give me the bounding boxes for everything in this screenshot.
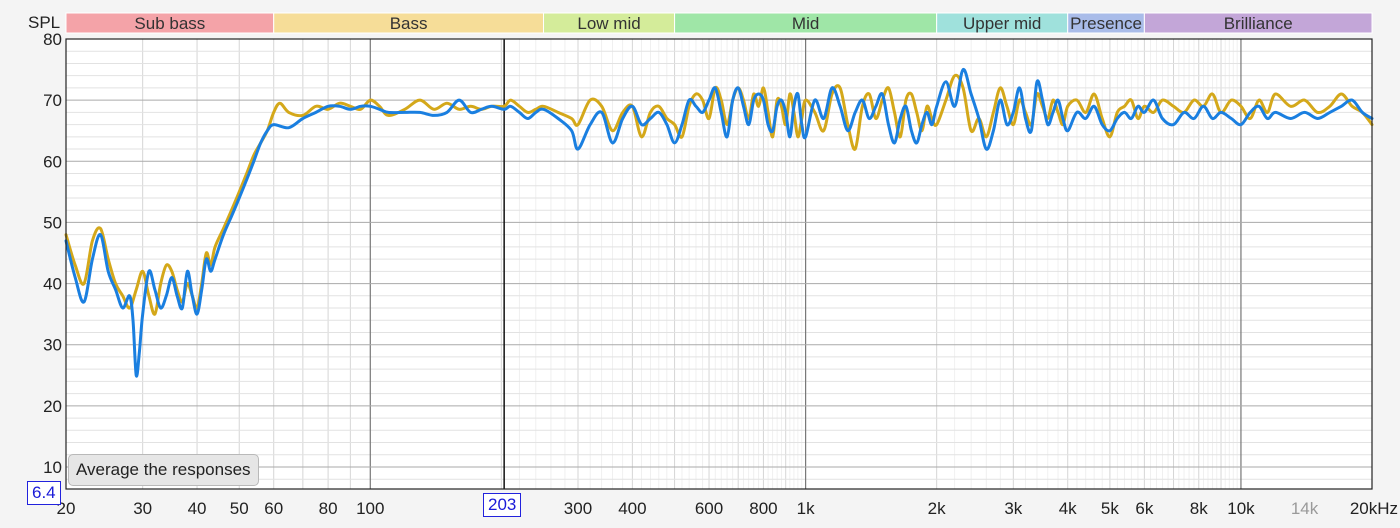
y-axis-label: SPL bbox=[28, 13, 60, 32]
y-tick-20: 20 bbox=[43, 397, 62, 416]
plot-background bbox=[66, 39, 1372, 489]
x-tick-5000: 5k bbox=[1101, 499, 1119, 518]
x-tick-1000: 1k bbox=[797, 499, 815, 518]
y-tick-80: 80 bbox=[43, 30, 62, 49]
y-axis-ticks: 10 20 30 40 50 60 70 80 bbox=[43, 30, 62, 477]
y-tick-10: 10 bbox=[43, 458, 62, 477]
x-tick-400: 400 bbox=[618, 499, 646, 518]
x-tick-8000: 8k bbox=[1190, 499, 1208, 518]
x-tick-60: 60 bbox=[264, 499, 283, 518]
band-label-4: Upper mid bbox=[963, 14, 1041, 33]
x-axis-ticks: 20 30 40 50 60 80 100 300 400 600 800 1k 2k 3k 4k 5k 6k 8… bbox=[57, 499, 1398, 518]
x-tick-10000: 10k bbox=[1227, 499, 1255, 518]
x-tick-14000: 14k bbox=[1291, 499, 1319, 518]
x-tick-6000: 6k bbox=[1135, 499, 1153, 518]
band-label-2: Low mid bbox=[577, 14, 640, 33]
series-lines bbox=[64, 68, 1374, 378]
y-tick-70: 70 bbox=[43, 91, 62, 110]
band-6 bbox=[1143, 12, 1373, 34]
x-tick-100: 100 bbox=[356, 499, 384, 518]
x-tick-4000: 4k bbox=[1059, 499, 1077, 518]
y-tick-50: 50 bbox=[43, 213, 62, 232]
x-tick-800: 800 bbox=[749, 499, 777, 518]
x-tick-20: 20 bbox=[57, 499, 76, 518]
band-label-1: Bass bbox=[390, 14, 428, 33]
x-tick-80: 80 bbox=[319, 499, 338, 518]
series-line-1 bbox=[64, 68, 1374, 378]
x-tick-2000: 2k bbox=[928, 499, 946, 518]
y-tick-40: 40 bbox=[43, 275, 62, 294]
x-cursor-readout: 203 bbox=[483, 493, 522, 517]
band-label-3: Mid bbox=[792, 14, 819, 33]
x-tick-300: 300 bbox=[564, 499, 592, 518]
band-label-5: Presence bbox=[1070, 14, 1142, 33]
plot-border bbox=[65, 38, 1373, 490]
y-tick-30: 30 bbox=[43, 336, 62, 355]
band-label-0: Sub bass bbox=[134, 14, 205, 33]
x-tick-3000: 3k bbox=[1004, 499, 1022, 518]
y-cursor-readout: 6.4 bbox=[27, 481, 61, 505]
x-tick-20000: 20kHz bbox=[1350, 499, 1398, 518]
x-tick-600: 600 bbox=[695, 499, 723, 518]
x-tick-50: 50 bbox=[230, 499, 249, 518]
average-responses-button[interactable]: Average the responses bbox=[68, 454, 259, 486]
band-label-6: Brilliance bbox=[1224, 14, 1293, 33]
x-tick-30: 30 bbox=[133, 499, 152, 518]
x-tick-40: 40 bbox=[188, 499, 207, 518]
frequency-bands: Sub bass Bass Low mid Mid Upper mid Presence B… bbox=[65, 12, 1373, 34]
series-line-0 bbox=[64, 73, 1374, 316]
y-tick-60: 60 bbox=[43, 152, 62, 171]
